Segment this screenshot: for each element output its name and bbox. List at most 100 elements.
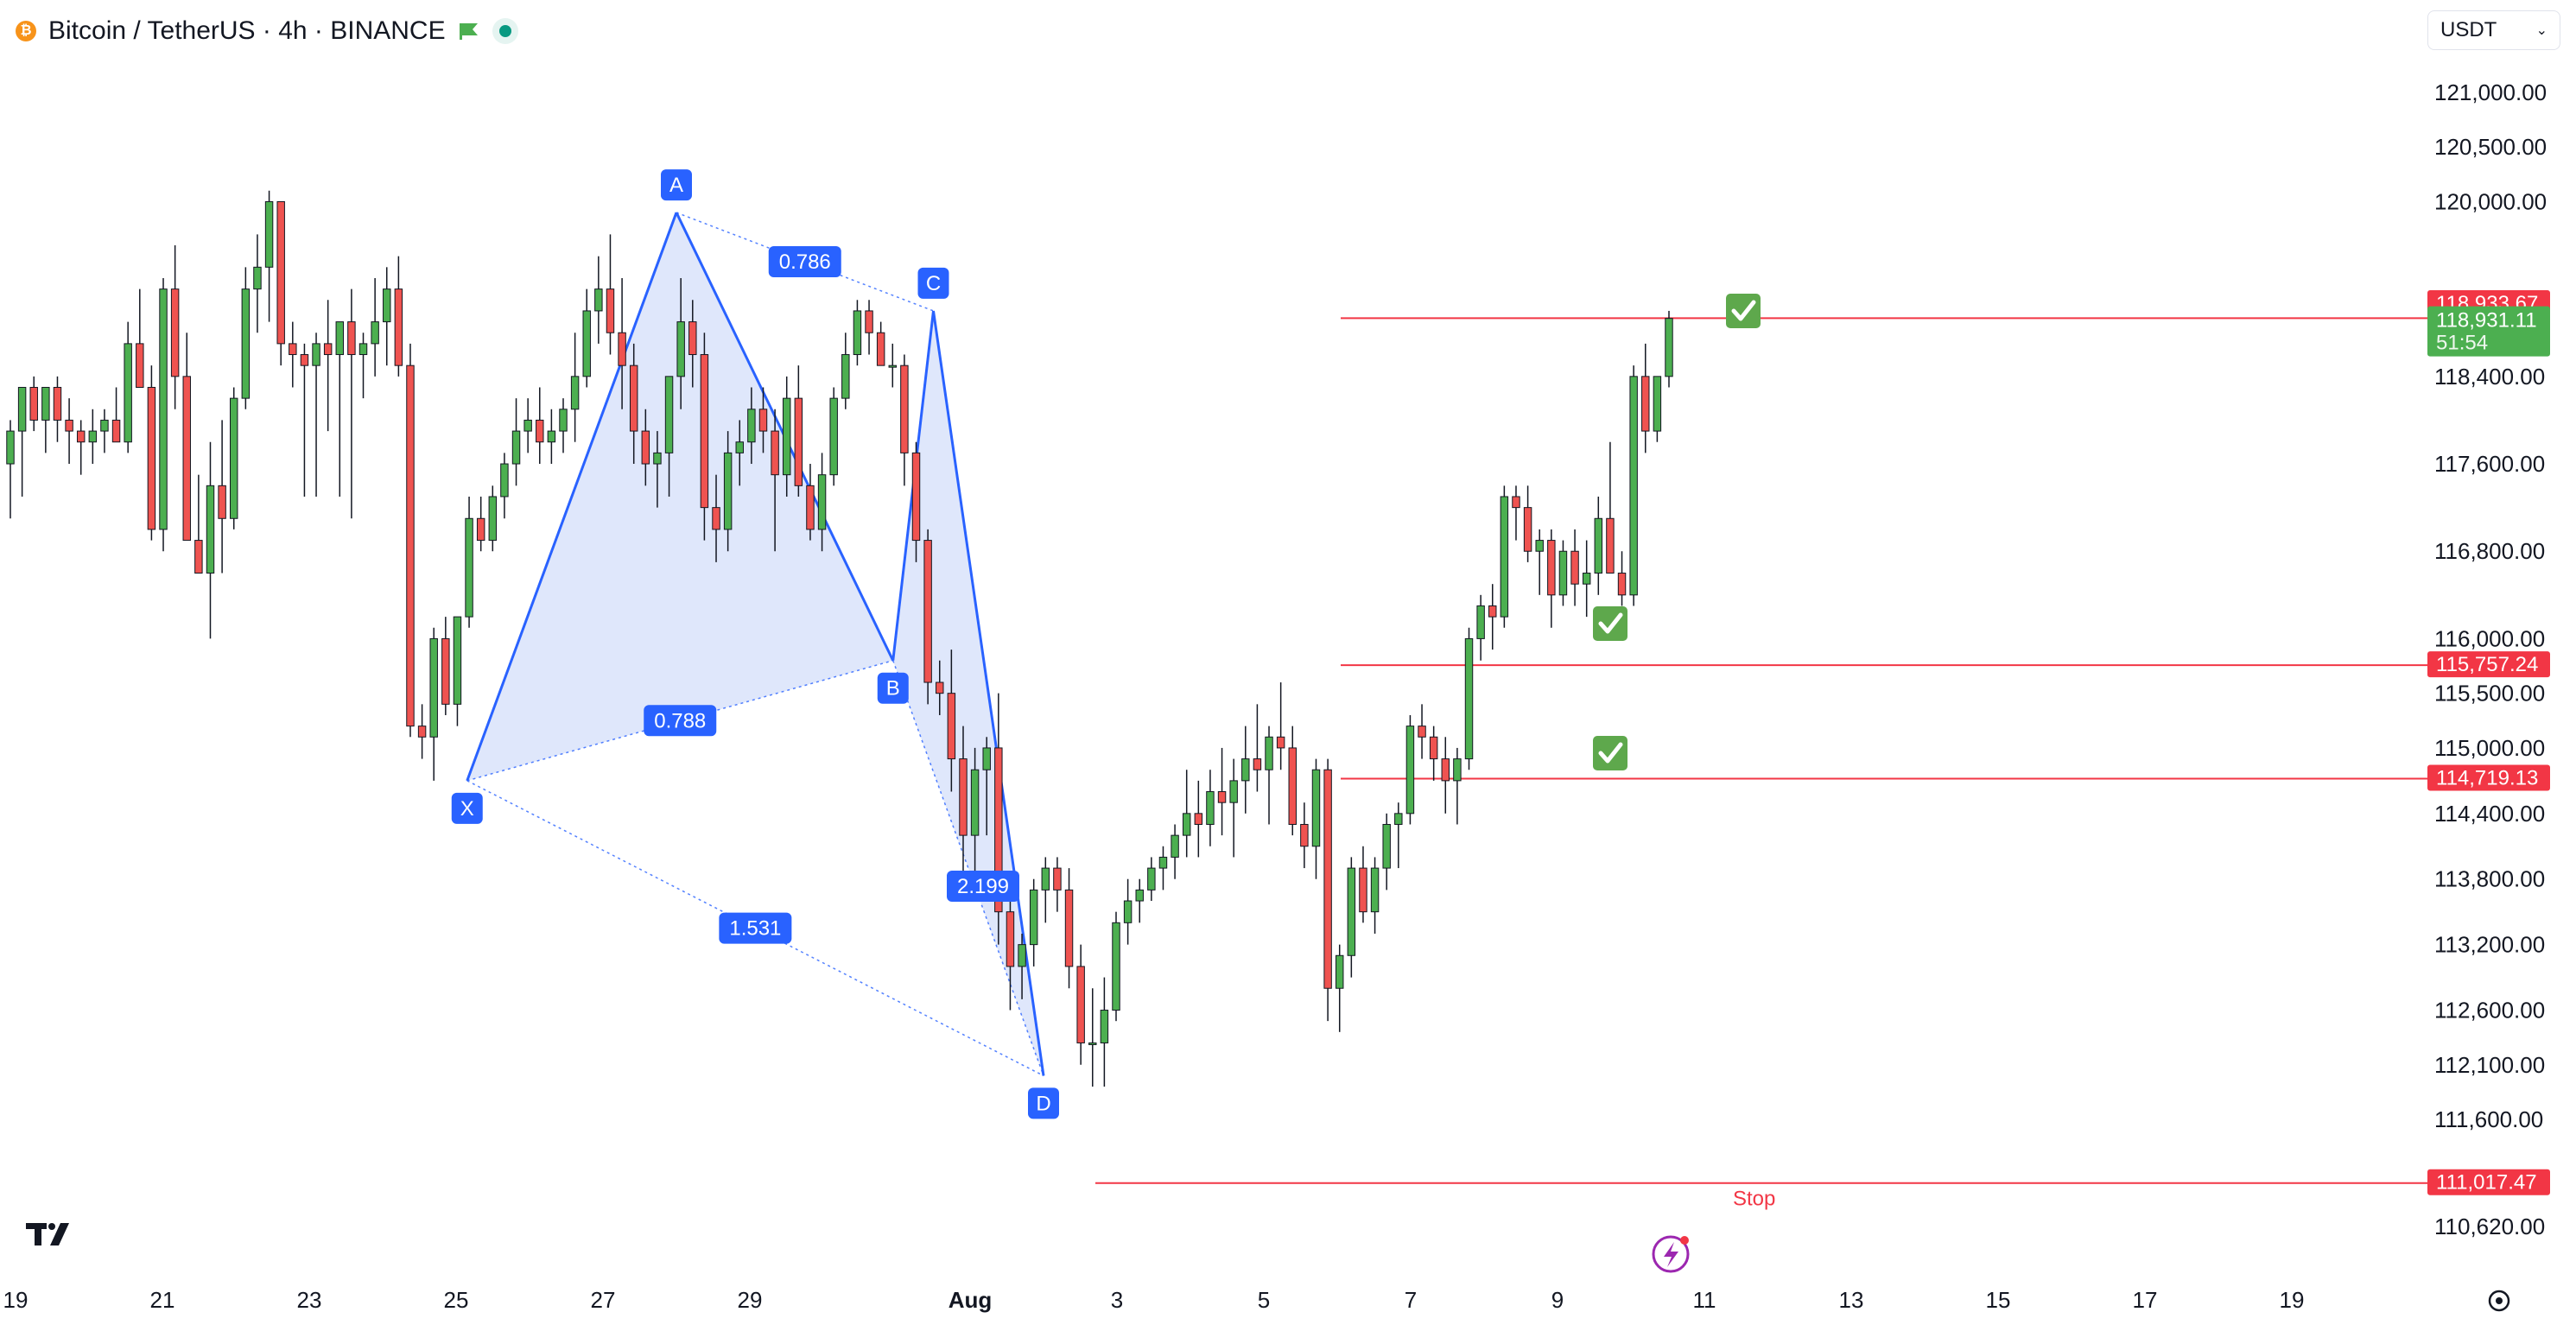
candle (1288, 726, 1297, 836)
candle-body (676, 321, 685, 377)
candle-body (1300, 823, 1309, 847)
candle-body (959, 758, 968, 836)
candle-body (1359, 867, 1367, 913)
candle-body (523, 419, 532, 432)
candle (1405, 714, 1415, 825)
candle (41, 386, 50, 453)
candle (594, 256, 603, 344)
time-tick-label: 11 (1693, 1287, 1716, 1313)
candle-body (923, 540, 932, 683)
pattern-point-badge (661, 169, 692, 201)
candle-body (453, 616, 462, 705)
pattern-point-label: C (926, 272, 941, 295)
candle-body (441, 637, 450, 705)
candle (465, 496, 473, 628)
candle-body (476, 517, 485, 542)
time-tick-label: 19 (3, 1287, 29, 1313)
candle-body (1629, 376, 1638, 596)
candle-body (335, 321, 344, 356)
ratio-label: 1.531 (729, 917, 781, 941)
check-box (1726, 294, 1761, 328)
candle-body (1229, 780, 1238, 803)
candle-body (1112, 922, 1120, 1011)
candle (865, 300, 873, 355)
candle-body (888, 364, 897, 368)
candle-body (947, 693, 956, 760)
price-tick-label: 112,600.00 (2434, 998, 2545, 1024)
candle (1464, 627, 1474, 770)
candle-body (547, 430, 556, 443)
candle (417, 704, 427, 759)
candle (1171, 824, 1179, 879)
candle-body (829, 397, 838, 476)
candle (1018, 933, 1026, 999)
pattern-triangle-xab (466, 212, 893, 781)
ratio-label: 2.199 (957, 875, 1009, 898)
candle-body (1594, 517, 1603, 574)
symbol-title[interactable]: Bitcoin / TetherUS · 4h · BINANCE (48, 16, 446, 45)
candle (970, 747, 980, 879)
candle (1064, 868, 1074, 989)
price-tick-label: 118,400.00 (2434, 364, 2545, 390)
flag-icon[interactable] (458, 22, 480, 41)
candle (1323, 758, 1332, 1022)
candle-body (1418, 726, 1426, 738)
candle-body (500, 463, 509, 498)
symbol-header[interactable]: ₿ Bitcoin / TetherUS · 4h · BINANCE (16, 10, 518, 52)
candle (1523, 485, 1532, 562)
pattern-point-label: B (886, 677, 900, 700)
ratio-badge (947, 871, 1019, 902)
time-tick-label: 29 (738, 1287, 763, 1313)
candle (1641, 343, 1650, 453)
time-tick-label: 7 (1405, 1287, 1417, 1313)
level-price-label: 111,017.47 (2436, 1171, 2537, 1195)
time-tick-label: 21 (150, 1287, 175, 1313)
chart-misc (1652, 1235, 2510, 1312)
candle-body (124, 343, 132, 443)
candle (606, 234, 615, 355)
currency-select[interactable]: USDT ⌄ (2427, 10, 2560, 50)
candle-body (347, 321, 356, 356)
candle (347, 288, 356, 519)
check-box (1593, 606, 1627, 641)
time-tick-label: 27 (591, 1287, 616, 1313)
candle-body (536, 419, 544, 443)
candle (1382, 813, 1391, 891)
candle (653, 431, 662, 508)
candle-body (100, 419, 109, 432)
candle-body (1558, 550, 1568, 596)
candle (1336, 944, 1344, 1032)
tradingview-logo[interactable] (24, 1220, 79, 1251)
candle-body (147, 386, 156, 530)
pattern-point-badge (917, 267, 949, 299)
time-tick-label: 17 (2133, 1287, 2158, 1313)
candle-body (488, 496, 498, 542)
candle-body (1029, 889, 1038, 946)
candle (712, 474, 720, 562)
candle (1547, 529, 1556, 628)
check-mark (1731, 300, 1756, 321)
candle (1311, 758, 1321, 879)
candle-body (723, 452, 733, 530)
candle (1088, 988, 1097, 1087)
candle (406, 343, 415, 738)
candle (170, 245, 180, 409)
candle-body (1653, 376, 1662, 432)
candle (1206, 770, 1215, 846)
harmonic-pattern (466, 212, 1045, 1077)
candle-body (1076, 966, 1085, 1043)
candle-body (65, 419, 73, 432)
candle (1053, 857, 1062, 912)
candle (1112, 911, 1120, 1022)
live-dot-icon (492, 18, 518, 44)
candle (124, 321, 132, 453)
candle (1100, 977, 1109, 1087)
price-tick-label: 111,600.00 (2434, 1106, 2543, 1132)
candle (147, 365, 156, 541)
candle (241, 267, 251, 409)
candle (1076, 944, 1085, 1065)
candle (1029, 878, 1038, 967)
price-tick-label: 116,000.00 (2434, 625, 2545, 651)
